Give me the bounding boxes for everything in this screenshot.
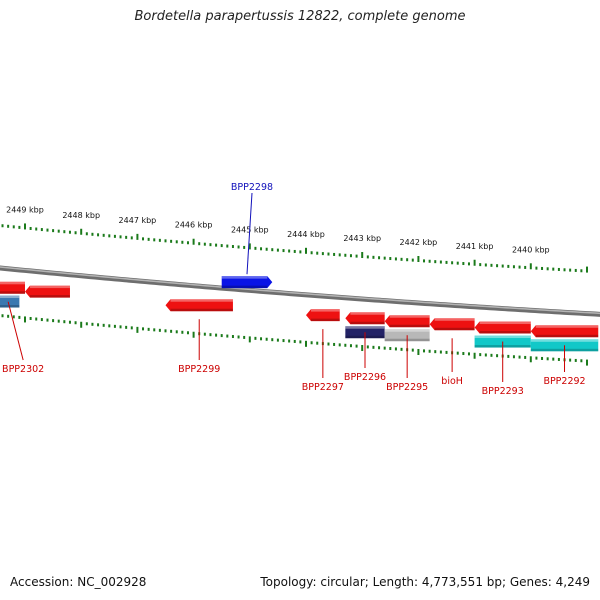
gene-label-connector (246, 192, 253, 275)
kbp-label: 2440 kbp (512, 245, 550, 254)
genome-summary-text: Topology: circular; Length: 4,773,551 bp… (260, 575, 590, 589)
kbp-ticks-inner (1, 314, 588, 366)
map-title: Bordetella parapertussis 12822, complete… (134, 9, 466, 24)
gene-arrow[interactable] (0, 281, 25, 294)
accession-text: Accession: NC_002928 (10, 575, 147, 589)
genome-backbone (0, 265, 600, 317)
kbp-label: 2446 kbp (175, 221, 213, 230)
kbp-ticks-outer (1, 223, 588, 273)
backbone-highlight (0, 266, 600, 315)
kbp-label: 2441 kbp (456, 242, 494, 251)
gene-arrow[interactable] (25, 285, 70, 298)
gene-label[interactable]: BPP2292 (543, 376, 585, 387)
kbp-label: 2448 kbp (62, 211, 100, 220)
gene-arrow[interactable] (221, 276, 273, 289)
gene-arrow[interactable] (384, 315, 430, 328)
backbone-line (0, 265, 600, 317)
gene-label[interactable]: bioH (441, 376, 463, 387)
kbp-label: 2442 kbp (400, 238, 438, 247)
gene-label[interactable]: BPP2297 (302, 382, 344, 393)
gene-arrow[interactable] (429, 318, 475, 331)
gene-label[interactable]: BPP2293 (482, 386, 524, 397)
gene-label[interactable]: BPP2296 (344, 372, 386, 383)
feature-bar[interactable] (0, 295, 20, 308)
gene-arrow[interactable] (165, 299, 233, 312)
gene-label[interactable]: BPP2302 (2, 364, 44, 375)
gene-track (0, 276, 599, 338)
kbp-label: 2443 kbp (343, 234, 381, 243)
kbp-label: 2444 kbp (287, 230, 325, 239)
kbp-label: 2447 kbp (119, 216, 157, 225)
gene-arrow[interactable] (474, 321, 531, 334)
gene-arrow[interactable] (306, 309, 340, 322)
kbp-label: 2449 kbp (6, 205, 44, 214)
gene-label[interactable]: BPP2298 (231, 182, 273, 193)
gene-label[interactable]: BPP2295 (386, 382, 428, 393)
gene-label[interactable]: BPP2299 (178, 364, 220, 375)
gene-arrow[interactable] (345, 312, 385, 325)
gene-label-connector (7, 301, 24, 361)
gene-arrow[interactable] (530, 325, 599, 338)
